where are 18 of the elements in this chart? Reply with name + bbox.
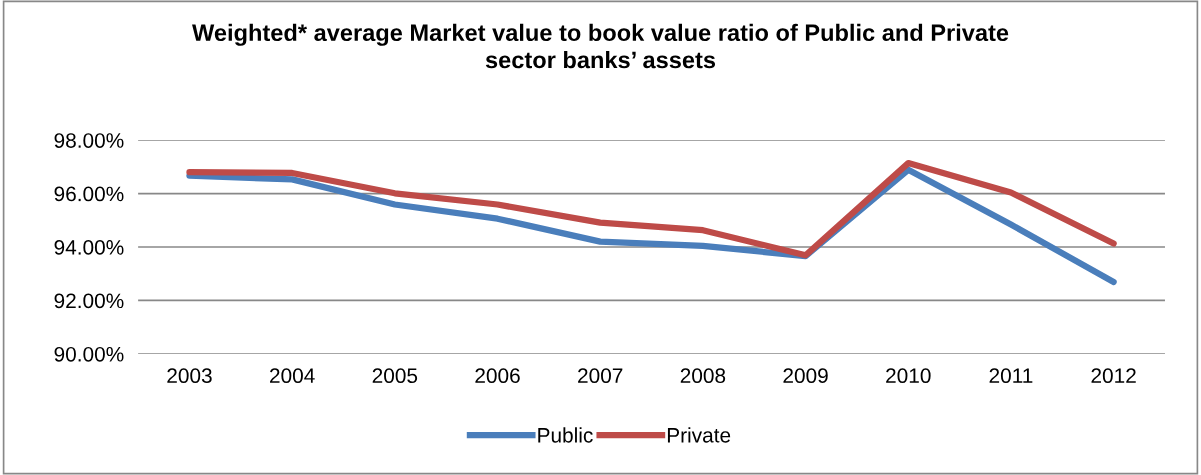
legend-label: Private — [667, 427, 731, 443]
x-tick-label: 2006 — [475, 368, 520, 384]
x-tick-label: 2012 — [1091, 368, 1136, 384]
x-tick-label: 2010 — [886, 368, 931, 384]
x-tick-label: 2007 — [578, 368, 623, 384]
legend-label: Public — [538, 427, 593, 443]
x-tick-label: 2009 — [783, 368, 828, 384]
x-tick-label: 2011 — [989, 368, 1033, 384]
chart-title: Weighted* average Market value to book value ratio of Public and Private sector banks’ assets — [192, 23, 1009, 69]
y-tick-label: 90.00% — [54, 346, 124, 362]
y-tick-label: 92.00% — [54, 293, 124, 309]
y-tick-label: 96.00% — [54, 186, 124, 202]
y-tick-label: 94.00% — [54, 240, 124, 255]
x-tick-label: 2008 — [680, 368, 726, 384]
x-tick-label: 2003 — [167, 368, 212, 384]
y-tick-label: 98.00% — [54, 133, 124, 148]
x-tick-label: 2004 — [270, 368, 315, 384]
x-tick-label: 2005 — [372, 368, 418, 384]
